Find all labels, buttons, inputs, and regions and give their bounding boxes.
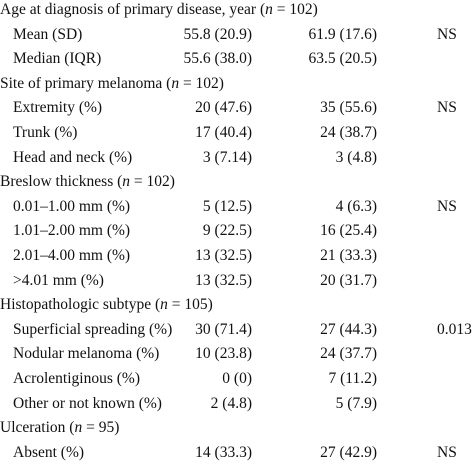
section-text: n <box>160 296 168 314</box>
section-text: n <box>171 74 180 92</box>
table-row: Site of primary melanoma (n = 102) <box>0 72 474 96</box>
table-row: 2.01–4.00 mm (%) 13 (32.5) 21 (33.3) <box>0 244 474 268</box>
group-1-value: 9 (22.5) <box>202 222 252 240</box>
section-text: = 102) <box>130 173 175 191</box>
row-label: Superficial spreading (%) <box>13 320 173 338</box>
row-label: Median (IQR) <box>13 50 102 68</box>
table-row: Other or not known (%) 2 (4.8) 5 (7.9) <box>0 392 474 416</box>
group-1-value: 13 (32.5) <box>195 271 252 289</box>
group-1-value: 0 (0) <box>222 370 252 387</box>
row-label: Extremity (%) <box>13 99 103 117</box>
row-label: Acrolentiginous (%) <box>13 370 140 387</box>
group-1-value: 55.6 (38.0) <box>183 50 252 68</box>
group-1-value: 17 (40.4) <box>195 124 252 141</box>
row-label: Trunk (%) <box>13 124 78 141</box>
section-text: Age at diagnosis of primary disease, yea… <box>0 1 266 18</box>
table-row: Breslow thickness (n = 102) <box>0 170 474 194</box>
group-1-value: 14 (33.3) <box>195 443 252 461</box>
table-row: Acrolentiginous (%) 0 (0) 7 (11.2) <box>0 367 474 391</box>
section-text: Histopathologic subtype ( <box>0 296 161 314</box>
group-1-value: 55.8 (20.9) <box>183 25 252 43</box>
group-2-value: 63.5 (20.5) <box>308 50 377 68</box>
group-2-value: 35 (55.6) <box>320 99 377 117</box>
p-value: 0.013 <box>437 320 472 338</box>
group-1-value: 13 (32.5) <box>195 247 252 264</box>
row-label: 2.01–4.00 mm (%) <box>13 247 131 264</box>
group-1-value: 5 (12.5) <box>202 197 252 215</box>
section-header: Breslow thickness (n = 102) <box>0 170 175 194</box>
table-row: Ulceration (n = 95) <box>0 416 474 440</box>
table-row: 0.01–1.00 mm (%) 5 (12.5) 4 (6.3) NS <box>0 195 474 219</box>
table-row: Trunk (%) 17 (40.4) 24 (38.7) <box>0 121 474 145</box>
group-1-value: 2 (4.8) <box>210 394 252 412</box>
row-label: Head and neck (%) <box>13 148 133 166</box>
row-label: Other or not known (%) <box>13 394 162 412</box>
group-2-value: 27 (44.3) <box>320 320 377 338</box>
group-1-value: 10 (23.8) <box>195 345 252 363</box>
group-2-value: 24 (37.7) <box>320 345 377 363</box>
table-row: Superficial spreading (%) 30 (71.4) 27 (44… <box>0 318 474 342</box>
group-2-value: 24 (38.7) <box>320 124 377 141</box>
section-text: = 95) <box>82 419 120 437</box>
section-text: = 105) <box>167 296 213 314</box>
section-text: = 102) <box>179 74 224 92</box>
section-text: Ulceration ( <box>0 419 75 437</box>
table-row: Extremity (%) 20 (47.6) 35 (55.6) NS <box>0 96 474 120</box>
table-row: Histopathologic subtype (n = 105) <box>0 293 474 317</box>
p-value: NS <box>437 25 457 43</box>
section-text: n <box>74 419 83 437</box>
table-row: Nodular melanoma (%) 10 (23.8) 24 (37.7) <box>0 342 474 366</box>
row-label: Mean (SD) <box>13 25 83 43</box>
section-text: n <box>265 1 273 18</box>
group-2-value: 61.9 (17.6) <box>308 25 377 43</box>
group-2-value: 16 (25.4) <box>320 222 377 240</box>
group-2-value: 20 (31.7) <box>320 271 377 289</box>
table-row: Median (IQR) 55.6 (38.0) 63.5 (20.5) <box>0 47 474 71</box>
p-value: NS <box>437 197 457 215</box>
row-label: Nodular melanoma (%) <box>13 345 160 363</box>
row-label: >4.01 mm (%) <box>13 271 104 289</box>
group-1-value: 20 (47.6) <box>195 99 252 117</box>
section-header: Age at diagnosis of primary disease, yea… <box>0 0 318 22</box>
row-label: Absent (%) <box>13 443 85 461</box>
section-text: n <box>122 173 131 191</box>
table-row: Age at diagnosis of primary disease, yea… <box>0 0 474 22</box>
p-value: NS <box>437 99 457 117</box>
section-header: Ulceration (n = 95) <box>0 416 119 440</box>
table-row: Head and neck (%) 3 (7.14) 3 (4.8) <box>0 146 474 170</box>
section-text: Site of primary melanoma ( <box>0 74 172 92</box>
table-row: Absent (%) 14 (33.3) 27 (42.9) NS <box>0 441 474 465</box>
group-2-value: 4 (6.3) <box>335 197 377 215</box>
section-header: Site of primary melanoma (n = 102) <box>0 72 224 96</box>
row-label: 0.01–1.00 mm (%) <box>13 197 131 215</box>
group-1-value: 3 (7.14) <box>202 148 252 166</box>
table-row: >4.01 mm (%) 13 (32.5) 20 (31.7) <box>0 269 474 293</box>
section-header: Histopathologic subtype (n = 105) <box>0 293 213 317</box>
table-row: Mean (SD) 55.8 (20.9) 61.9 (17.6) NS <box>0 23 474 47</box>
p-value: NS <box>437 443 457 461</box>
table-row: 1.01–2.00 mm (%) 9 (22.5) 16 (25.4) <box>0 219 474 243</box>
group-2-value: 27 (42.9) <box>320 443 377 461</box>
group-2-value: 7 (11.2) <box>328 370 378 387</box>
group-2-value: 5 (7.9) <box>335 394 377 412</box>
group-2-value: 3 (4.8) <box>335 148 377 166</box>
section-text: = 102) <box>272 1 318 18</box>
row-label: 1.01–2.00 mm (%) <box>13 222 131 240</box>
group-2-value: 21 (33.3) <box>320 247 377 264</box>
group-1-value: 30 (71.4) <box>195 320 252 338</box>
section-text: Breslow thickness ( <box>0 173 123 191</box>
